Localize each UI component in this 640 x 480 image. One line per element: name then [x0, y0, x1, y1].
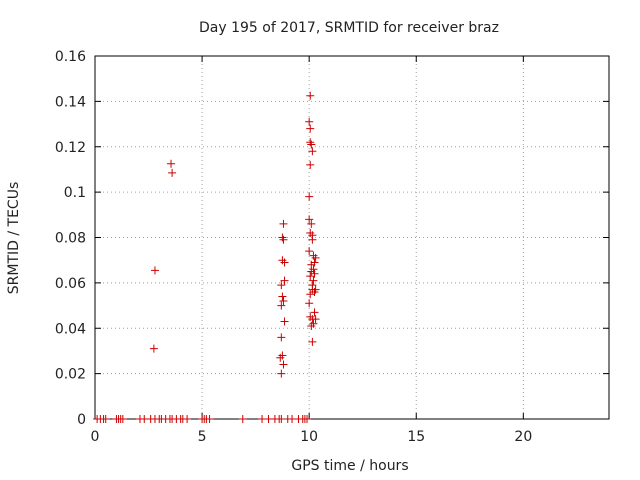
x-tick-label: 20 — [514, 429, 532, 445]
data-point — [311, 253, 320, 262]
data-point — [280, 276, 289, 285]
data-point — [308, 235, 317, 244]
data-point — [305, 192, 314, 201]
data-point — [278, 233, 287, 242]
data-point — [309, 276, 318, 285]
y-tick-label: 0.16 — [55, 49, 86, 65]
data-point — [183, 415, 192, 423]
x-tick-label: 10 — [300, 429, 318, 445]
x-axis: 0 5 10 15 20 — [91, 56, 532, 445]
data-point — [101, 415, 110, 423]
y-tick-label: 0.06 — [55, 276, 86, 292]
data-point — [150, 266, 159, 275]
data-point — [305, 247, 314, 256]
data-point — [306, 228, 315, 237]
data-point — [168, 168, 177, 177]
data-point — [309, 265, 318, 274]
data-point — [306, 138, 315, 147]
data-point — [277, 301, 286, 310]
data-point — [238, 415, 247, 423]
data-point — [310, 308, 319, 317]
data-point — [311, 285, 320, 294]
data-point — [277, 369, 286, 378]
data-point — [205, 415, 214, 423]
chart-title: Day 195 of 2017, SRMTID for receiver bra… — [199, 20, 499, 36]
y-tick-label: 0.04 — [55, 321, 86, 337]
y-tick-label: 0 — [77, 412, 86, 428]
data-point — [306, 312, 315, 321]
data-point — [279, 219, 288, 228]
x-axis-label: GPS time / hours — [291, 458, 408, 474]
data-point — [306, 124, 315, 133]
y-axis: 0 0.02 0.04 0.06 0.08 0.1 0.12 0.14 0.16 — [55, 49, 609, 428]
data-point — [277, 281, 286, 290]
data-point — [308, 147, 317, 156]
data-point — [309, 251, 318, 260]
data-point — [309, 319, 318, 328]
data-point — [307, 140, 316, 149]
data-point — [305, 299, 314, 308]
data-point — [280, 258, 289, 267]
data-points — [93, 91, 320, 423]
data-point — [118, 415, 127, 423]
data-point — [278, 351, 287, 360]
y-tick-label: 0.12 — [55, 140, 86, 156]
data-point — [306, 272, 315, 281]
data-point — [149, 344, 158, 353]
data-point — [276, 353, 285, 362]
y-tick-label: 0.14 — [55, 94, 86, 110]
y-tick-label: 0.1 — [64, 185, 86, 201]
data-point — [308, 337, 317, 346]
y-tick-label: 0.02 — [55, 367, 86, 383]
data-point — [279, 235, 288, 244]
data-point — [306, 290, 315, 299]
data-point — [310, 287, 319, 296]
data-point — [307, 260, 316, 269]
y-tick-label: 0.08 — [55, 231, 86, 247]
data-point — [280, 317, 289, 326]
data-point — [306, 160, 315, 169]
data-point — [167, 159, 176, 168]
x-tick-label: 5 — [198, 429, 207, 445]
data-point — [307, 321, 316, 330]
grid — [95, 56, 609, 419]
x-tick-label: 0 — [91, 429, 100, 445]
data-point — [307, 219, 316, 228]
data-point — [279, 297, 288, 306]
data-point — [278, 256, 287, 265]
data-point — [278, 292, 287, 301]
data-point — [277, 333, 286, 342]
data-point — [303, 415, 312, 423]
data-point — [305, 215, 314, 224]
data-point — [310, 269, 319, 278]
y-axis-label: SRMTID / TECUs — [6, 182, 22, 295]
data-point — [305, 117, 314, 126]
data-point — [311, 315, 320, 324]
data-point — [279, 360, 288, 369]
x-tick-label: 15 — [407, 429, 425, 445]
data-point — [306, 91, 315, 100]
